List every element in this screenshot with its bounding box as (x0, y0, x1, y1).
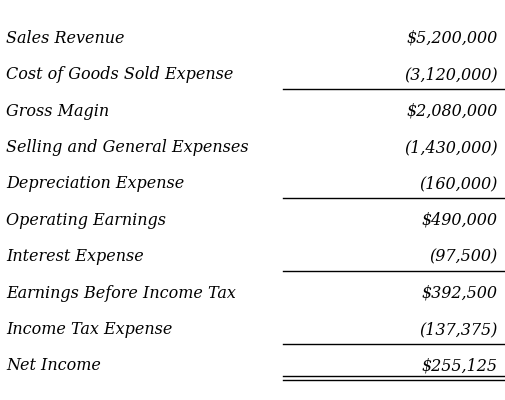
Text: (160,000): (160,000) (419, 175, 497, 192)
Text: Sales Revenue: Sales Revenue (6, 30, 125, 47)
Text: Operating Earnings: Operating Earnings (6, 212, 166, 229)
Text: Depreciation Expense: Depreciation Expense (6, 175, 184, 192)
Text: Interest Expense: Interest Expense (6, 248, 144, 265)
Text: (3,120,000): (3,120,000) (404, 66, 497, 83)
Text: $5,200,000: $5,200,000 (406, 30, 497, 47)
Text: Income Tax Expense: Income Tax Expense (6, 321, 172, 338)
Text: Selling and General Expenses: Selling and General Expenses (6, 139, 248, 156)
Text: $255,125: $255,125 (422, 357, 497, 374)
Text: (1,430,000): (1,430,000) (404, 139, 497, 156)
Text: Earnings Before Income Tax: Earnings Before Income Tax (6, 284, 236, 302)
Text: (137,375): (137,375) (419, 321, 497, 338)
Text: Cost of Goods Sold Expense: Cost of Goods Sold Expense (6, 66, 233, 83)
Text: $490,000: $490,000 (422, 212, 497, 229)
Text: Gross Magin: Gross Magin (6, 102, 109, 120)
Text: Net Income: Net Income (6, 357, 101, 374)
Text: $392,500: $392,500 (422, 284, 497, 302)
Text: (97,500): (97,500) (429, 248, 497, 265)
Text: $2,080,000: $2,080,000 (406, 102, 497, 120)
